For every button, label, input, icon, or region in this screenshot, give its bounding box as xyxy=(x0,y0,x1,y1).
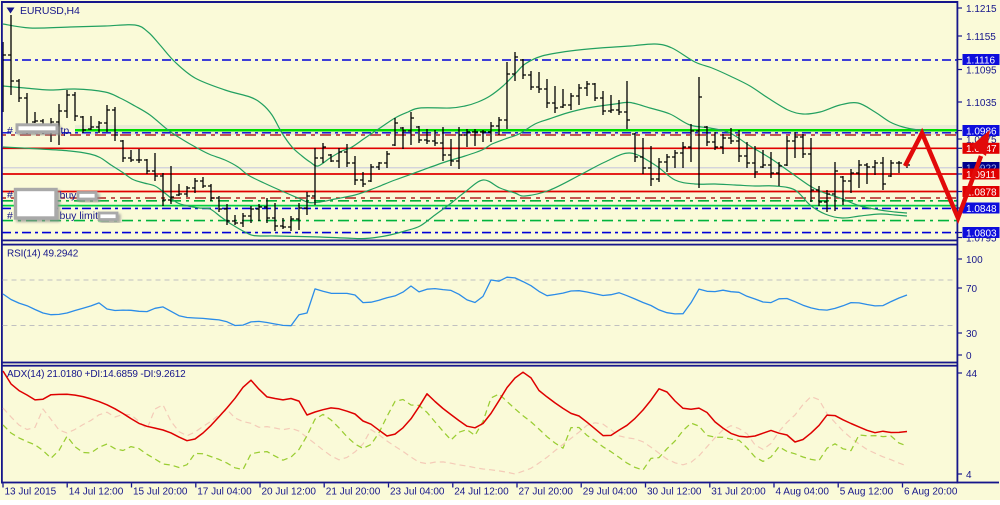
svg-text:buy limit: buy limit xyxy=(60,210,99,222)
svg-text:#: # xyxy=(7,210,13,222)
svg-text:5 Aug 12:00: 5 Aug 12:00 xyxy=(840,487,894,498)
svg-text:14 Jul 12:00: 14 Jul 12:00 xyxy=(69,487,124,498)
svg-text:1.1035: 1.1035 xyxy=(966,98,997,109)
svg-text:1.1095: 1.1095 xyxy=(966,65,997,76)
svg-text:17 Jul 04:00: 17 Jul 04:00 xyxy=(197,487,252,498)
svg-text:23 Jul 04:00: 23 Jul 04:00 xyxy=(390,487,445,498)
svg-text:tp.: tp. xyxy=(61,125,73,137)
svg-text:6 Aug 20:00: 6 Aug 20:00 xyxy=(904,487,958,498)
svg-text:70: 70 xyxy=(966,284,978,295)
svg-text:31 Jul 20:00: 31 Jul 20:00 xyxy=(711,487,766,498)
svg-text:4 Aug 04:00: 4 Aug 04:00 xyxy=(776,487,830,498)
svg-text:0: 0 xyxy=(966,351,972,362)
svg-text:4: 4 xyxy=(966,470,972,481)
svg-text:29 Jul 04:00: 29 Jul 04:00 xyxy=(583,487,638,498)
svg-text:44: 44 xyxy=(966,369,978,380)
svg-text:RSI(14) 49.2942: RSI(14) 49.2942 xyxy=(7,249,79,260)
svg-text:1.0878: 1.0878 xyxy=(966,187,997,198)
svg-text:13 Jul 2015: 13 Jul 2015 xyxy=(5,487,57,498)
svg-text:27 Jul 20:00: 27 Jul 20:00 xyxy=(519,487,574,498)
svg-text:1.1215: 1.1215 xyxy=(966,4,997,15)
svg-text:#: # xyxy=(7,125,13,137)
svg-text:ADX(14) 21.0180 +DI:14.6859 -D: ADX(14) 21.0180 +DI:14.6859 -DI:9.2612 xyxy=(7,369,186,380)
svg-text:20 Jul 12:00: 20 Jul 12:00 xyxy=(262,487,317,498)
svg-text:1.0795: 1.0795 xyxy=(966,233,997,244)
svg-text:24 Jul 12:00: 24 Jul 12:00 xyxy=(454,487,509,498)
svg-text:1.0848: 1.0848 xyxy=(966,204,997,215)
svg-text:#: # xyxy=(7,189,13,201)
svg-text:1.1116: 1.1116 xyxy=(966,55,996,66)
svg-text:1.0803: 1.0803 xyxy=(966,228,997,239)
svg-text:30 Jul 12:00: 30 Jul 12:00 xyxy=(647,487,702,498)
svg-text:30: 30 xyxy=(966,329,978,340)
svg-text:1.0986: 1.0986 xyxy=(966,126,997,137)
svg-text:1.1155: 1.1155 xyxy=(966,32,996,43)
svg-text:15 Jul 20:00: 15 Jul 20:00 xyxy=(133,487,188,498)
svg-text:buy: buy xyxy=(60,190,78,202)
svg-text:EURUSD,H4: EURUSD,H4 xyxy=(20,5,80,17)
svg-text:21 Jul 20:00: 21 Jul 20:00 xyxy=(326,487,381,498)
svg-text:1.0911: 1.0911 xyxy=(966,170,996,181)
svg-text:100: 100 xyxy=(966,255,983,266)
